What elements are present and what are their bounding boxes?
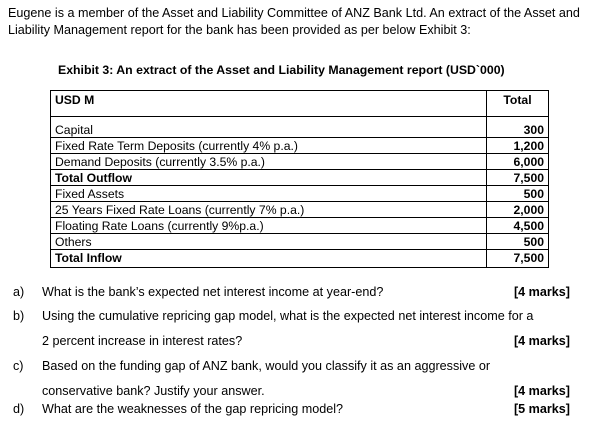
row-label: Floating Rate Loans (currently 9%p.a.) xyxy=(50,217,487,234)
question-d: d) What are the weaknesses of the gap re… xyxy=(0,402,592,427)
question-text-line2: 2 percent increase in interest rates? xyxy=(42,334,243,348)
table-row: 25 Years Fixed Rate Loans (currently 7% … xyxy=(50,201,549,218)
row-value: 500 xyxy=(486,233,549,250)
question-letter: b) xyxy=(13,309,25,323)
table-row: Floating Rate Loans (currently 9%p.a.) 4… xyxy=(50,217,549,234)
question-b: b) Using the cumulative repricing gap mo… xyxy=(0,309,592,359)
row-value: 6,000 xyxy=(486,153,549,170)
question-text: What is the bank’s expected net interest… xyxy=(42,285,384,299)
question-text-line2: conservative bank? Justify your answer. xyxy=(42,384,265,398)
row-value: 2,000 xyxy=(486,201,549,218)
row-label: Others xyxy=(50,233,487,250)
row-value: 7,500 xyxy=(486,169,549,186)
table-row: Capital 300 xyxy=(50,116,549,138)
row-label: Total Outflow xyxy=(50,169,487,186)
row-label: Capital xyxy=(50,116,487,138)
table-row: Others 500 xyxy=(50,233,549,250)
header-label: USD M xyxy=(50,90,487,117)
table-header-row: USD M Total xyxy=(50,90,549,117)
question-marks: [4 marks] xyxy=(513,285,570,299)
row-value: 7,500 xyxy=(486,249,549,268)
row-value: 300 xyxy=(486,116,549,138)
question-marks: [4 marks] xyxy=(513,384,570,398)
row-value: 1,200 xyxy=(486,137,549,154)
question-marks: [4 marks] xyxy=(513,334,570,348)
row-label: 25 Years Fixed Rate Loans (currently 7% … xyxy=(50,201,487,218)
row-label: Demand Deposits (currently 3.5% p.a.) xyxy=(50,153,487,170)
exhibit-title: Exhibit 3: An extract of the Asset and L… xyxy=(58,63,505,77)
row-label: Fixed Assets xyxy=(50,185,487,202)
question-marks: [5 marks] xyxy=(513,402,570,416)
row-label: Total Inflow xyxy=(50,249,487,268)
row-value: 4,500 xyxy=(486,217,549,234)
question-c: c) Based on the funding gap of ANZ bank,… xyxy=(0,359,592,409)
intro-paragraph: Eugene is a member of the Asset and Liab… xyxy=(8,6,580,37)
header-total: Total xyxy=(486,90,549,117)
question-text-line1: Based on the funding gap of ANZ bank, wo… xyxy=(42,359,491,373)
row-label: Fixed Rate Term Deposits (currently 4% p… xyxy=(50,137,487,154)
question-text: What are the weaknesses of the gap repri… xyxy=(42,402,344,416)
alm-report-table: USD M Total Capital 300 Fixed Rate Term … xyxy=(50,90,549,268)
table-row: Demand Deposits (currently 3.5% p.a.) 6,… xyxy=(50,153,549,170)
question-letter: d) xyxy=(13,402,25,416)
question-letter: a) xyxy=(13,285,25,299)
table-row: Fixed Assets 500 xyxy=(50,185,549,202)
question-a: a) What is the bank’s expected net inter… xyxy=(0,285,592,310)
row-value: 500 xyxy=(486,185,549,202)
question-letter: c) xyxy=(13,359,24,373)
total-outflow-row: Total Outflow 7,500 xyxy=(50,169,549,186)
table-row: Fixed Rate Term Deposits (currently 4% p… xyxy=(50,137,549,154)
total-inflow-row: Total Inflow 7,500 xyxy=(50,249,549,268)
question-text-line1: Using the cumulative repricing gap model… xyxy=(42,309,534,323)
